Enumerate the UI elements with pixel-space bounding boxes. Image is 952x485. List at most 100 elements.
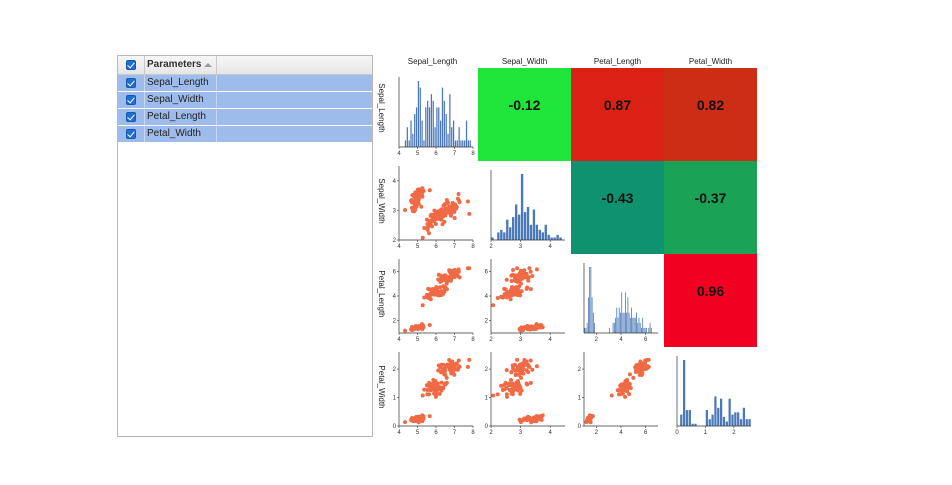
- x-tick-label: 6: [434, 151, 438, 157]
- histogram-bar: [728, 398, 731, 426]
- scatter-point: [448, 213, 453, 218]
- histogram-bar: [410, 120, 412, 147]
- histogram-bar: [469, 140, 471, 147]
- scatter-point: [403, 208, 408, 213]
- histogram-bar: [644, 327, 646, 333]
- scatter-point: [522, 361, 527, 366]
- scatter-point: [618, 383, 623, 388]
- histogram-bar: [441, 87, 444, 147]
- correlation-value: -0.37: [695, 190, 727, 206]
- histogram-bar: [432, 100, 434, 147]
- histogram-bar: [649, 322, 651, 333]
- y-tick-label: 4: [393, 294, 397, 300]
- parameter-row[interactable]: Petal_Length: [118, 109, 372, 126]
- histogram-bar: [622, 312, 624, 333]
- x-tick-label: 8: [471, 430, 475, 436]
- select-all-checkbox[interactable]: [126, 60, 136, 70]
- scatter-point: [451, 272, 456, 277]
- x-tick-label: 5: [416, 337, 420, 343]
- x-tick-label: 2: [595, 430, 599, 436]
- histogram-bar: [544, 224, 547, 240]
- scatter-point: [451, 371, 456, 376]
- parameters-column-header[interactable]: Parameters: [145, 56, 217, 74]
- parameter-row[interactable]: Sepal_Width: [118, 92, 372, 109]
- x-tick-label: 5: [416, 244, 420, 250]
- parameter-row[interactable]: Sepal_Length: [118, 75, 372, 92]
- histogram-bar: [717, 407, 720, 426]
- histogram-bar: [618, 307, 620, 333]
- scatter-point: [526, 364, 531, 369]
- histogram-bar: [590, 267, 592, 333]
- y-tick-label: 1: [485, 396, 489, 402]
- correlation-cell: [571, 161, 664, 254]
- scatter-point: [457, 275, 462, 280]
- scatter-point: [425, 227, 430, 232]
- scatter-point: [517, 372, 522, 377]
- scatter-point: [524, 286, 529, 291]
- scatter-point: [442, 212, 447, 217]
- scatter-point: [641, 361, 646, 366]
- x-tick-label: 6: [434, 244, 438, 250]
- scatter-point: [517, 327, 522, 332]
- x-tick-label: 2: [489, 430, 493, 436]
- histogram-bar: [626, 312, 628, 333]
- scatter-point: [444, 281, 449, 286]
- histogram-bar: [535, 224, 539, 240]
- scatter-point: [524, 368, 529, 373]
- scatter-point: [517, 418, 522, 423]
- scatter-point: [422, 295, 427, 300]
- scatter-point: [454, 271, 459, 276]
- histogram-bar: [517, 214, 521, 240]
- scatter-point: [508, 388, 513, 393]
- scatter-point: [512, 362, 517, 367]
- correlation-value: 0.82: [697, 97, 724, 113]
- scatter-point: [530, 274, 535, 279]
- parameter-checkbox[interactable]: [126, 129, 136, 139]
- y-tick-label: 6: [485, 269, 489, 275]
- header-check-cell[interactable]: [118, 56, 145, 74]
- scatter-point: [413, 194, 418, 199]
- scatter-point: [467, 266, 472, 271]
- sort-ascending-icon[interactable]: [204, 63, 212, 67]
- histogram-bar: [529, 224, 533, 240]
- scatter-point: [431, 377, 436, 382]
- scatter-point: [446, 275, 451, 280]
- parameter-checkbox[interactable]: [126, 112, 136, 122]
- scatter-point: [433, 288, 438, 293]
- histogram-bar: [419, 87, 421, 147]
- parameter-checkbox[interactable]: [126, 95, 136, 105]
- histogram-bar: [452, 120, 455, 147]
- scatter-point: [539, 323, 544, 328]
- parameter-label: Petal_Width: [145, 126, 217, 142]
- scatter-point: [409, 205, 414, 210]
- parameter-label: Petal_Length: [145, 109, 217, 125]
- scatter-point: [414, 200, 419, 205]
- scatter-point: [518, 391, 523, 396]
- scatter-point: [519, 281, 524, 286]
- histogram-bar: [645, 327, 647, 333]
- histogram-bar: [506, 219, 509, 240]
- y-tick-label: 2: [393, 238, 397, 244]
- x-tick-label: 4: [397, 151, 401, 157]
- parameter-row[interactable]: Petal_Width: [118, 126, 372, 143]
- x-tick-label: 7: [453, 430, 457, 436]
- scatter-point: [509, 279, 514, 284]
- histogram-bar: [550, 237, 553, 240]
- parameter-checkbox[interactable]: [126, 78, 136, 88]
- scatter-point: [442, 372, 447, 377]
- scatter-point: [504, 385, 509, 390]
- scatter-point: [534, 364, 539, 369]
- scatter-point: [442, 285, 447, 290]
- scatter-point: [430, 385, 435, 390]
- scatter-point: [527, 266, 532, 271]
- column-header-sepal-width: Sepal_Width: [502, 57, 547, 66]
- histogram-bar: [612, 322, 614, 333]
- scatter-point: [452, 267, 457, 272]
- correlation-cell: [664, 68, 757, 161]
- histogram-bar: [628, 312, 630, 333]
- scatter-point: [534, 267, 539, 272]
- histogram-bar: [620, 312, 621, 333]
- histogram-bar: [586, 322, 588, 333]
- histogram-bar: [705, 410, 709, 426]
- scatter-point: [519, 388, 524, 393]
